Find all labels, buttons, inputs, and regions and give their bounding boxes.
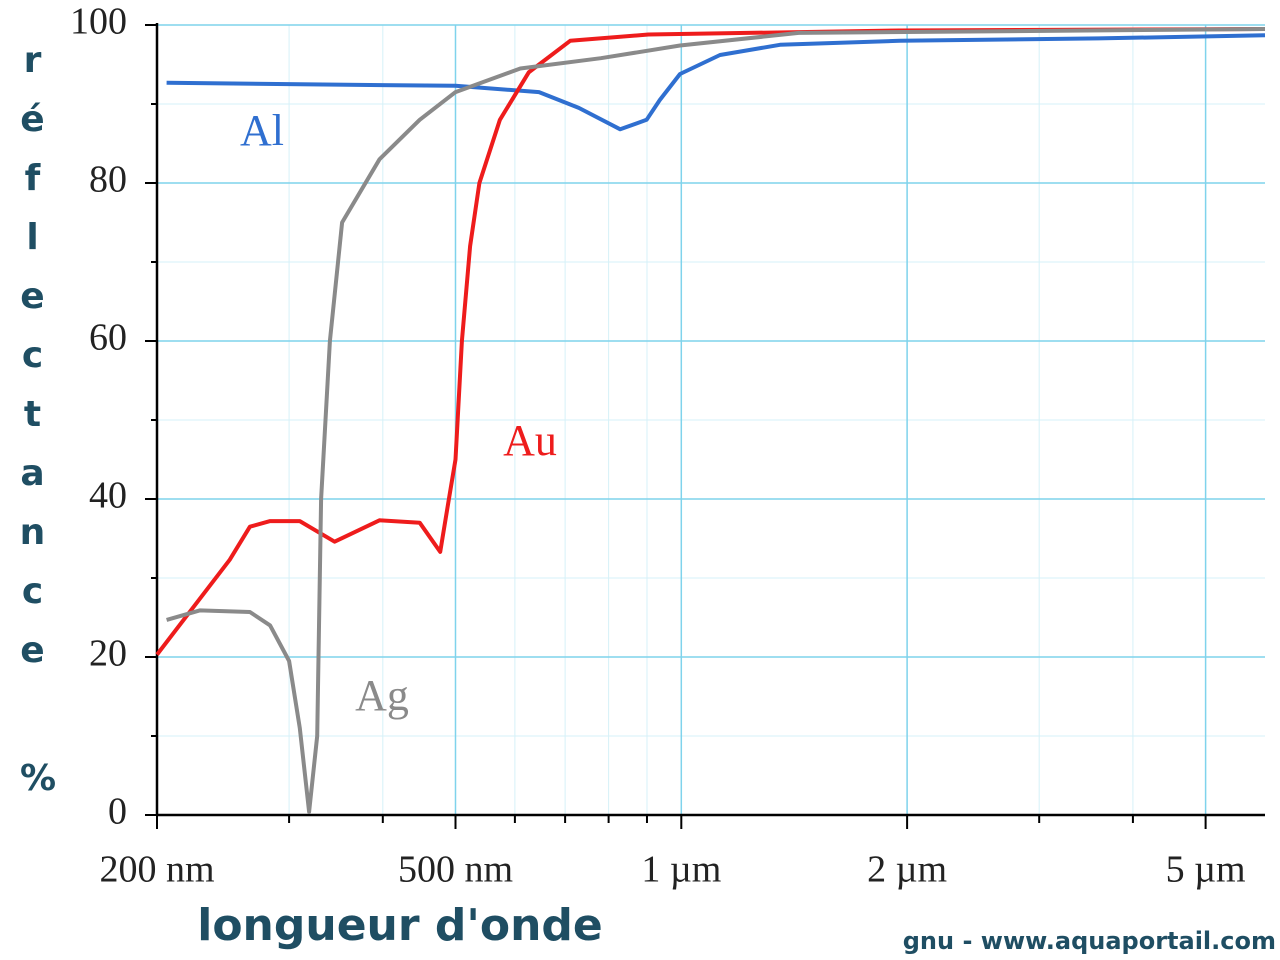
series-label: Al [240, 106, 284, 155]
x-tick-label: 1 µm [641, 849, 721, 891]
x-tick-label: 200 nm [99, 849, 214, 891]
y-unit: % [20, 758, 56, 799]
x-axis-label: longueur d'onde [197, 900, 603, 951]
series-label: Ag [355, 671, 409, 720]
x-tick-label: 5 µm [1166, 849, 1246, 891]
series-line [166, 33, 1266, 132]
credit: gnu - www.aquaportail.com [903, 927, 1276, 955]
y-tick-label: 100 [70, 1, 127, 43]
y-tick-label: 40 [89, 475, 127, 517]
y-tick-label: 20 [89, 633, 127, 675]
y-tick-label: 80 [89, 159, 127, 201]
y-tick-label: 0 [108, 791, 127, 833]
y-tick-label: 60 [89, 317, 127, 359]
x-tick-label: 500 nm [398, 849, 513, 891]
series-line [155, 27, 1266, 656]
y-axis-label: réflectance [12, 40, 53, 689]
x-tick-label: 2 µm [867, 849, 947, 891]
series-line [166, 27, 1266, 814]
series-label: Au [503, 416, 557, 465]
